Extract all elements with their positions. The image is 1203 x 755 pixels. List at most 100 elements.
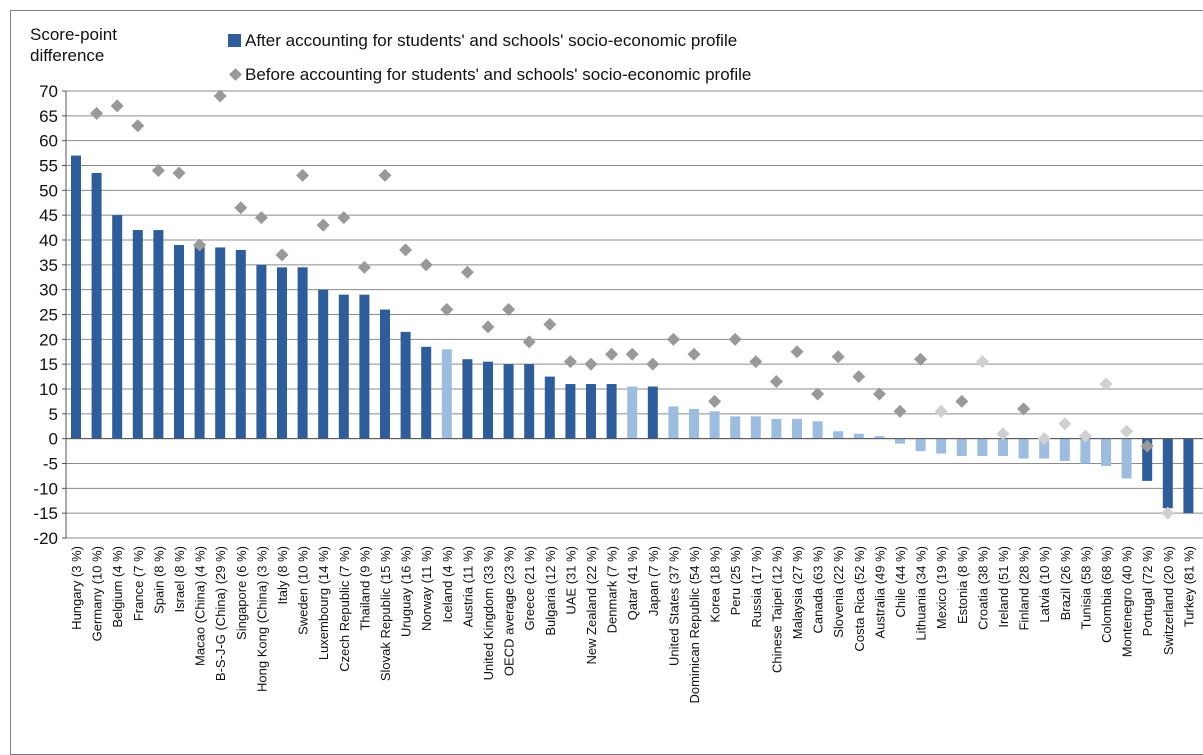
bar: [627, 386, 638, 439]
bar: [297, 267, 308, 439]
x-tick-label: Colombia (68 %): [1099, 546, 1114, 643]
x-tick-label: Canada (63 %): [811, 546, 826, 633]
y-tick-label: 15: [39, 355, 58, 374]
diamond-marker: [481, 320, 495, 334]
x-tick-label: Austria (11 %): [460, 546, 475, 627]
diamond-marker: [625, 347, 639, 361]
diamond-marker: [749, 355, 763, 369]
x-tick-label: Hong Kong (China) (3 %): [254, 546, 269, 692]
x-tick-label: Norway (11 %): [419, 546, 434, 631]
diamond-marker: [440, 303, 454, 317]
bar: [956, 438, 967, 457]
diamond-marker: [563, 355, 577, 369]
y-tick-label: 70: [39, 82, 58, 101]
x-tick-label: Israel (8 %): [172, 546, 187, 612]
diamond-marker: [1078, 429, 1092, 443]
bar: [71, 155, 81, 439]
diamond-marker: [522, 335, 536, 349]
x-tick-label: Bulgaria (12 %): [543, 546, 558, 636]
y-tick-label: 60: [39, 132, 58, 151]
x-tick-label: Belgium (4 %): [110, 546, 125, 628]
bar: [462, 359, 473, 439]
diamond-marker: [914, 352, 928, 366]
bar: [853, 433, 864, 439]
bar: [1059, 438, 1070, 462]
diamond-marker: [687, 347, 701, 361]
x-tick-label: Mexico (19 %): [934, 546, 949, 629]
x-tick-label: UAE (31 %): [563, 546, 578, 615]
y-axis-title: Score-point difference: [30, 25, 117, 65]
y-tick-label: 25: [39, 306, 58, 325]
diamond-marker: [296, 168, 310, 182]
diamond-marker: [419, 258, 433, 272]
diamond-marker: [316, 218, 330, 232]
diamond-marker: [769, 375, 783, 389]
diamond-marker: [193, 238, 207, 252]
diamond-marker: [357, 260, 371, 274]
x-tick-label: B-S-J-G (China) (29 %): [213, 546, 228, 681]
y-tick-label: 65: [39, 107, 58, 126]
bar: [1183, 438, 1194, 514]
bar: [91, 172, 102, 439]
diamond-marker: [646, 357, 660, 371]
bar: [524, 364, 535, 439]
diamond-marker: [934, 404, 948, 418]
diamond-marker: [151, 163, 165, 177]
bar: [998, 438, 1008, 457]
x-tick-label: Sweden (10 %): [296, 546, 311, 635]
diamond-marker: [1140, 439, 1154, 453]
legend-item-after: After accounting for students' and schoo…: [228, 31, 737, 51]
x-tick-label: New Zealand (22 %): [584, 546, 599, 665]
x-tick-label: United Kingdom (33 %): [481, 546, 496, 680]
bar: [1121, 438, 1132, 479]
bar: [380, 309, 390, 439]
x-tick-label: Japan (7 %): [646, 546, 661, 616]
x-tick-label: Costa Rica (52 %): [852, 546, 867, 651]
bar: [1080, 438, 1091, 464]
diamond-marker: [399, 243, 413, 257]
bar: [647, 386, 658, 439]
x-tick-label: Hungary (3 %): [69, 546, 84, 630]
bar: [256, 264, 267, 439]
bar: [874, 436, 885, 439]
y-tick-label: 10: [39, 380, 58, 399]
diamond-marker: [1099, 377, 1113, 391]
diamond-marker: [996, 427, 1010, 441]
diamond-marker: [543, 317, 557, 331]
bar: [1018, 438, 1029, 459]
x-tick-label: Latvia (10 %): [1037, 546, 1052, 623]
x-tick-label: Greece (21 %): [522, 546, 537, 631]
diamond-marker: [605, 347, 619, 361]
diamond-marker: [708, 394, 722, 408]
x-tick-label: Peru (25 %): [728, 546, 743, 615]
bar: [730, 416, 741, 439]
x-tick-label: Korea (18 %): [708, 546, 723, 623]
y-tick-label: 50: [39, 181, 58, 200]
legend-label-before: Before accounting for students' and scho…: [245, 65, 752, 84]
diamond-marker: [110, 99, 124, 113]
diamond-marker: [790, 345, 804, 359]
diamond-marker: [460, 265, 474, 279]
x-tick-label: Slovak Republic (15 %): [378, 546, 393, 681]
bar: [833, 431, 844, 439]
diamond-marker: [254, 211, 268, 225]
x-tick-label: Macao (China) (4 %): [193, 546, 208, 666]
diamond-marker: [975, 355, 989, 369]
x-tick-label: Uruguay (16 %): [399, 546, 414, 637]
x-tick-label: Germany (10 %): [90, 546, 105, 641]
diamond-marker: [893, 404, 907, 418]
diamond-marker: [213, 89, 227, 103]
bar: [359, 294, 370, 439]
diamond-marker: [831, 350, 845, 364]
bar: [709, 411, 720, 439]
y-tick-label: 5: [49, 405, 58, 424]
bar: [977, 438, 988, 457]
diamond-marker: [378, 168, 392, 182]
diamond-marker: [1161, 506, 1175, 520]
diamond-marker: [872, 387, 886, 401]
diamond-marker: [852, 370, 866, 384]
bar: [668, 406, 679, 439]
diamond-marker: [502, 303, 516, 317]
bar: [277, 267, 287, 439]
diamond-marker: [955, 394, 969, 408]
